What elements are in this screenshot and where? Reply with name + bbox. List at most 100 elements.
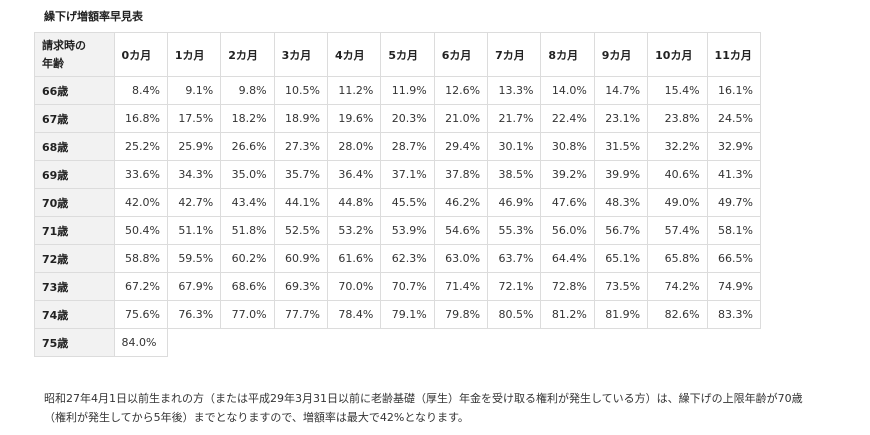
table-row: 68歳 25.2% 25.9% 26.6% 27.3% 28.0% 28.7% 29.4% 30… xyxy=(34,132,762,161)
age-cell: 69歳 xyxy=(34,160,115,189)
rate-cell: 46.9% xyxy=(487,188,542,217)
rate-cell: 16.8% xyxy=(113,104,168,133)
rate-cell: 59.5% xyxy=(166,244,222,273)
rate-cell: 36.4% xyxy=(326,160,382,189)
rate-cell: 67.9% xyxy=(166,272,222,301)
rate-cell: 14.7% xyxy=(593,76,649,105)
rate-cell: 43.4% xyxy=(220,188,275,217)
rate-cell: 52.5% xyxy=(273,216,328,245)
month-header: 7カ月 xyxy=(487,32,542,77)
rate-cell: 9.8% xyxy=(220,76,275,105)
age-cell: 71歳 xyxy=(34,216,115,245)
rate-cell: 18.2% xyxy=(220,104,275,133)
rate-cell: 80.5% xyxy=(487,300,542,329)
rate-cell: 65.8% xyxy=(647,244,708,273)
rate-cell: 49.0% xyxy=(647,188,708,217)
rate-cell: 9.1% xyxy=(166,76,222,105)
empty-cell xyxy=(167,329,760,357)
rate-cell: 60.9% xyxy=(273,244,328,273)
rate-cell: 51.8% xyxy=(220,216,275,245)
rate-cell: 24.5% xyxy=(706,104,762,133)
rate-cell: 28.7% xyxy=(380,132,435,161)
rate-cell: 79.1% xyxy=(380,300,435,329)
rate-cell: 49.7% xyxy=(706,188,762,217)
rate-cell: 23.8% xyxy=(647,104,708,133)
rate-cell: 42.0% xyxy=(113,188,168,217)
month-header: 0カ月 xyxy=(113,32,168,77)
age-cell: 72歳 xyxy=(34,244,115,273)
rate-cell: 65.1% xyxy=(593,244,649,273)
rate-cell: 57.4% xyxy=(647,216,708,245)
rate-cell: 56.0% xyxy=(540,216,595,245)
rate-cell: 16.1% xyxy=(706,76,762,105)
rate-cell: 51.1% xyxy=(166,216,222,245)
rate-cell: 78.4% xyxy=(326,300,382,329)
rate-cell: 75.6% xyxy=(113,300,168,329)
age-cell: 66歳 xyxy=(34,76,115,105)
rate-cell: 83.3% xyxy=(706,300,762,329)
rate-cell: 54.6% xyxy=(433,216,489,245)
table-header-row: 請求時の 年齢 0カ月 1カ月 2カ月 3カ月 4カ月 5カ月 6カ月 7カ月 8… xyxy=(34,32,762,77)
age-cell: 70歳 xyxy=(34,188,115,217)
rate-cell: 44.1% xyxy=(273,188,328,217)
rate-cell: 37.1% xyxy=(380,160,435,189)
rate-cell: 21.7% xyxy=(487,104,542,133)
corner-label-line2: 年齢 xyxy=(42,56,64,70)
age-cell: 68歳 xyxy=(34,132,115,161)
rate-cell: 72.8% xyxy=(540,272,595,301)
rate-cell: 82.6% xyxy=(647,300,708,329)
rate-cell: 84.0% xyxy=(113,328,168,357)
rate-cell: 72.1% xyxy=(487,272,542,301)
rate-cell: 77.7% xyxy=(273,300,328,329)
rate-cell: 42.7% xyxy=(166,188,222,217)
age-cell: 67歳 xyxy=(34,104,115,133)
rate-cell: 67.2% xyxy=(113,272,168,301)
rate-cell: 66.5% xyxy=(706,244,762,273)
rate-cell: 11.2% xyxy=(326,76,382,105)
rate-cell: 70.7% xyxy=(380,272,435,301)
rate-cell: 31.5% xyxy=(593,132,649,161)
table-row: 72歳 58.8% 59.5% 60.2% 60.9% 61.6% 62.3% 63.0% 63… xyxy=(34,244,762,273)
rate-cell: 20.3% xyxy=(380,104,435,133)
rate-cell: 39.9% xyxy=(593,160,649,189)
month-header: 11カ月 xyxy=(706,32,762,77)
rate-cell: 29.4% xyxy=(433,132,489,161)
rate-cell: 37.8% xyxy=(433,160,489,189)
rate-cell: 33.6% xyxy=(113,160,168,189)
rate-cell: 79.8% xyxy=(433,300,489,329)
rate-cell: 10.5% xyxy=(273,76,328,105)
rate-cell: 63.0% xyxy=(433,244,489,273)
rate-cell: 74.9% xyxy=(706,272,762,301)
table-row: 70歳 42.0% 42.7% 43.4% 44.1% 44.8% 45.5% 46.2% 46… xyxy=(34,188,762,217)
rate-cell: 70.0% xyxy=(326,272,382,301)
rate-cell: 55.3% xyxy=(487,216,542,245)
rate-cell: 58.8% xyxy=(113,244,168,273)
rate-cell: 44.8% xyxy=(326,188,382,217)
table-body: 66歳 8.4% 9.1% 9.8% 10.5% 11.2% 11.9% 12.6% 13.3%… xyxy=(34,76,762,357)
table-row: 66歳 8.4% 9.1% 9.8% 10.5% 11.2% 11.9% 12.6% 13.3%… xyxy=(34,76,762,105)
rate-cell: 35.0% xyxy=(220,160,275,189)
age-cell: 73歳 xyxy=(34,272,115,301)
rate-cell: 38.5% xyxy=(487,160,542,189)
month-header: 5カ月 xyxy=(380,32,435,77)
rate-cell: 25.2% xyxy=(113,132,168,161)
rate-cell: 32.9% xyxy=(706,132,762,161)
rate-cell: 41.3% xyxy=(706,160,762,189)
month-header: 10カ月 xyxy=(647,32,708,77)
rate-cell: 17.5% xyxy=(166,104,222,133)
rate-cell: 15.4% xyxy=(647,76,708,105)
rate-cell: 74.2% xyxy=(647,272,708,301)
rate-cell: 60.2% xyxy=(220,244,275,273)
rate-cell: 81.9% xyxy=(593,300,649,329)
rate-cell: 13.3% xyxy=(487,76,542,105)
month-header: 4カ月 xyxy=(326,32,382,77)
table-row: 67歳 16.8% 17.5% 18.2% 18.9% 19.6% 20.3% 21.0% 21… xyxy=(34,104,762,133)
rate-cell: 53.2% xyxy=(326,216,382,245)
rate-cell: 25.9% xyxy=(166,132,222,161)
rate-cell: 11.9% xyxy=(380,76,435,105)
month-header: 9カ月 xyxy=(593,32,649,77)
rate-cell: 19.6% xyxy=(326,104,382,133)
rate-cell: 77.0% xyxy=(220,300,275,329)
rate-cell: 76.3% xyxy=(166,300,222,329)
rate-cell: 71.4% xyxy=(433,272,489,301)
